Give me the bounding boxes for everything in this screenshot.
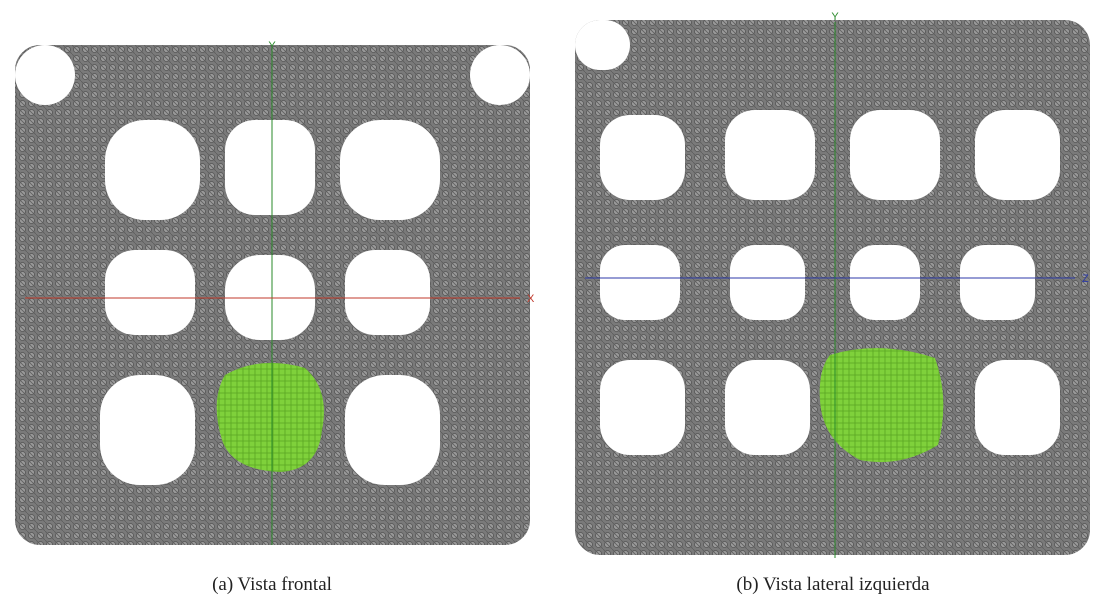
axis-label: Y <box>268 40 276 52</box>
axis-label: Y <box>831 11 839 23</box>
caption: (b) Vista lateral izquierda <box>736 574 930 595</box>
green-region <box>217 363 324 472</box>
axis-label: X <box>527 293 535 305</box>
panel-b: Y Z (b) Vista lateral izquierda <box>575 11 1090 595</box>
axis-label: Z <box>1082 273 1089 285</box>
panel-a: Y X (a) Vista frontal <box>15 40 535 595</box>
figure: Y X (a) Vista frontal Y Z (b) Vista late… <box>0 0 1096 608</box>
caption: (a) Vista frontal <box>212 574 332 595</box>
